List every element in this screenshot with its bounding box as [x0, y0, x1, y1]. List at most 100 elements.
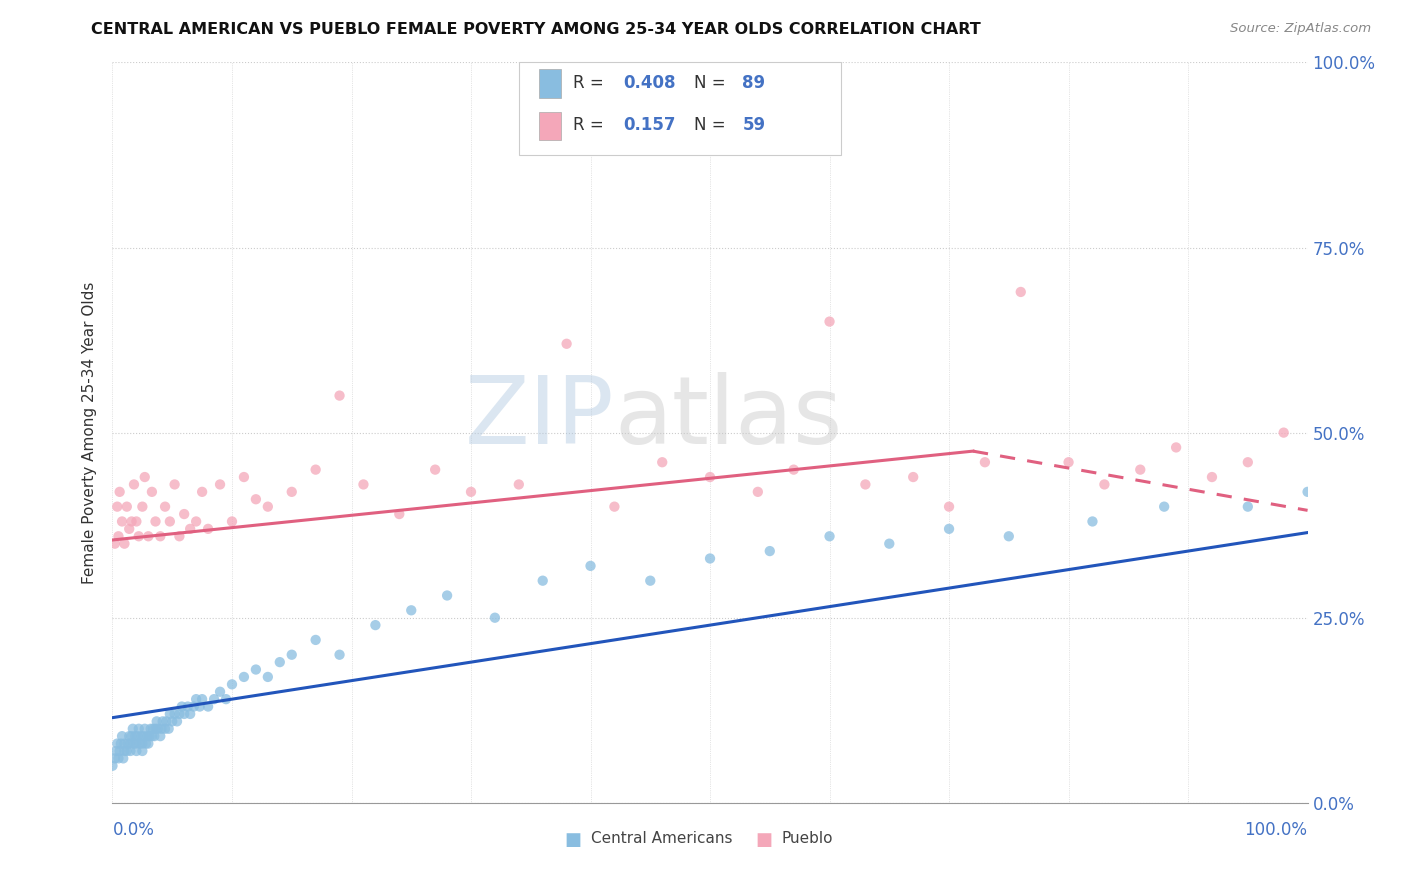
- Point: [640, 574, 662, 588]
- Point: [215, 692, 238, 706]
- Point: [142, 722, 165, 736]
- Text: 0.0%: 0.0%: [112, 822, 155, 839]
- Point: [221, 515, 243, 529]
- Point: [122, 477, 145, 491]
- Point: [129, 729, 152, 743]
- Point: [281, 484, 304, 499]
- Point: [118, 729, 141, 743]
- Point: [179, 522, 201, 536]
- Point: [162, 714, 183, 729]
- Point: [183, 699, 205, 714]
- Point: [163, 477, 186, 491]
- Point: [173, 706, 195, 721]
- Point: [108, 744, 131, 758]
- Point: [139, 722, 162, 736]
- Point: [134, 722, 156, 736]
- Point: [1153, 500, 1175, 514]
- Point: [125, 515, 148, 529]
- Point: [191, 484, 214, 499]
- Point: [364, 618, 387, 632]
- Point: [257, 670, 280, 684]
- Point: [125, 744, 148, 758]
- Point: [202, 692, 225, 706]
- Point: [173, 507, 195, 521]
- Text: ■: ■: [755, 831, 772, 849]
- Point: [460, 484, 482, 499]
- Y-axis label: Female Poverty Among 25-34 Year Olds: Female Poverty Among 25-34 Year Olds: [82, 282, 97, 583]
- Point: [107, 751, 129, 765]
- Point: [159, 706, 181, 721]
- Point: [108, 484, 131, 499]
- Point: [555, 336, 578, 351]
- Point: [131, 744, 153, 758]
- Point: [128, 722, 150, 736]
- Point: [818, 529, 841, 543]
- Point: [257, 500, 280, 514]
- Point: [135, 737, 157, 751]
- Point: [1166, 441, 1188, 455]
- Point: [1010, 285, 1032, 299]
- Point: [153, 500, 176, 514]
- FancyBboxPatch shape: [519, 62, 842, 155]
- Point: [101, 758, 124, 772]
- Text: Pueblo: Pueblo: [782, 831, 834, 846]
- Text: R =: R =: [572, 74, 609, 92]
- Point: [1272, 425, 1295, 440]
- Point: [117, 737, 139, 751]
- Text: atlas: atlas: [614, 372, 842, 464]
- Point: [131, 737, 153, 751]
- Point: [110, 737, 132, 751]
- Point: [138, 529, 160, 543]
- Point: [699, 470, 721, 484]
- Point: [149, 729, 172, 743]
- Point: [188, 699, 211, 714]
- Point: [111, 729, 134, 743]
- Point: [115, 744, 138, 758]
- Point: [329, 388, 352, 402]
- Point: [146, 722, 169, 736]
- Text: N =: N =: [695, 116, 731, 135]
- Text: 89: 89: [742, 74, 765, 92]
- Point: [155, 714, 177, 729]
- Text: Source: ZipAtlas.com: Source: ZipAtlas.com: [1230, 22, 1371, 36]
- Text: 59: 59: [742, 116, 765, 135]
- Point: [120, 737, 142, 751]
- Point: [104, 751, 127, 765]
- Point: [149, 529, 172, 543]
- Point: [112, 751, 135, 765]
- Point: [484, 610, 506, 624]
- Point: [127, 729, 149, 743]
- Point: [388, 507, 411, 521]
- Point: [352, 477, 374, 491]
- Point: [191, 692, 214, 706]
- Point: [105, 500, 128, 514]
- Point: [131, 500, 153, 514]
- Point: [879, 536, 901, 550]
- Text: 100.0%: 100.0%: [1244, 822, 1308, 839]
- Point: [305, 632, 328, 647]
- Point: [1057, 455, 1080, 469]
- Point: [114, 536, 135, 550]
- Point: [209, 477, 232, 491]
- Point: [157, 722, 180, 736]
- Point: [120, 744, 142, 758]
- Point: [169, 706, 191, 721]
- Point: [579, 558, 602, 573]
- Point: [129, 737, 152, 751]
- Text: ZIP: ZIP: [465, 372, 614, 464]
- Point: [186, 692, 208, 706]
- Point: [1201, 470, 1223, 484]
- Point: [305, 462, 328, 476]
- Point: [121, 722, 143, 736]
- Point: [141, 484, 163, 499]
- Point: [1129, 462, 1152, 476]
- Point: [209, 685, 232, 699]
- Point: [141, 729, 163, 743]
- Point: [1094, 477, 1116, 491]
- Point: [169, 529, 191, 543]
- Point: [1237, 455, 1260, 469]
- Point: [1237, 500, 1260, 514]
- Point: [115, 500, 138, 514]
- Point: [197, 699, 219, 714]
- Point: [197, 522, 219, 536]
